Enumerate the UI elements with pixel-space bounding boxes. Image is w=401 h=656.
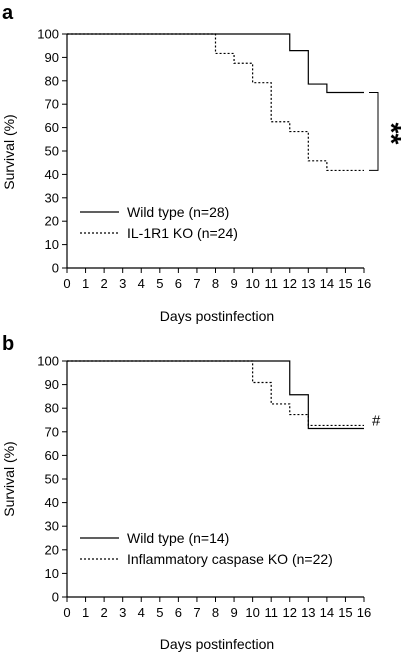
panel-b-x-tick-label: 15 [338,605,352,620]
panel-a-x-tick-label: 14 [320,276,334,291]
panel-b-x-tick-label: 3 [119,605,126,620]
panel-a-y-tick-label: 100 [37,27,59,42]
panel-a-y-tick-label: 60 [45,120,59,135]
panel-b-y-axis-title: Survival (%) [1,441,17,516]
panel-a-legend-label: Wild type (n=28) [127,204,229,220]
panel-b-y-tick-label: 70 [45,424,59,439]
panel-a-x-tick-label: 1 [82,276,89,291]
panel-b-y-tick-label: 40 [45,495,59,510]
panel-a-significance-label: ** [376,123,401,145]
panel-b-x-tick-label: 13 [301,605,315,620]
panel-b-x-tick-label: 7 [193,605,200,620]
panel-a-series-ko-line [67,33,364,172]
panel-b-legend-label: Wild type (n=14) [127,530,229,546]
panel-b-y-tick-label: 60 [45,448,59,463]
panel-a-y-tick-label: 0 [52,261,59,276]
panel-a-x-tick-label: 0 [63,276,70,291]
panel-b-y-tick-label: 100 [37,354,59,369]
panel-b-y-tick-label: 90 [45,377,59,392]
panel-a-x-tick-label: 9 [230,276,237,291]
panel-b-x-tick-label: 8 [212,605,219,620]
panel-a-series-wild-type-line [67,33,364,94]
panel-b-x-tick-label: 1 [82,605,89,620]
panel-b-x-tick-label: 12 [283,605,297,620]
panel-b-y-tick-label: 10 [45,566,59,581]
panel-b-x-tick-label: 16 [357,605,371,620]
panel-b-y-tick-label: 30 [45,519,59,534]
panel-b-letter: b [2,333,14,355]
panel-b-legend-label: Inflammatory caspase KO (n=22) [127,551,333,567]
panel-b-x-tick-label: 2 [101,605,108,620]
panel-a-y-tick-label: 40 [45,167,59,182]
panel-a-x-tick-label: 2 [101,276,108,291]
panel-a-x-tick-label: 15 [338,276,352,291]
panel-a-letter: a [2,2,14,24]
panel-a-x-tick-label: 13 [301,276,315,291]
panel-b-x-tick-label: 4 [138,605,145,620]
panel-a: a Survival (%) Days postinfection 010203… [1,2,401,324]
panel-a-x-tick-label: 4 [138,276,145,291]
panel-b-series-ko-line [67,360,364,427]
panel-a-y-tick-label: 90 [45,50,59,65]
panel-b-annotation-label: # [372,412,381,429]
panel-a-x-tick-label: 16 [357,276,371,291]
panel-a-y-tick-label: 10 [45,237,59,252]
panel-a-legend-label: IL-1R1 KO (n=24) [127,225,238,241]
panel-b-x-tick-label: 9 [230,605,237,620]
panel-a-x-tick-label: 6 [175,276,182,291]
panel-b-y-tick-label: 0 [52,590,59,605]
panel-b-y-tick-label: 80 [45,401,59,416]
panel-b-x-tick-label: 0 [63,605,70,620]
panel-a-y-tick-label: 80 [45,73,59,88]
panel-b: b Survival (%) Days postinfection 010203… [1,333,381,652]
panel-a-y-tick-label: 30 [45,190,59,205]
panel-b-y-tick-label: 20 [45,542,59,557]
panel-a-y-tick-label: 50 [45,144,59,159]
panel-a-x-tick-label: 5 [156,276,163,291]
panel-b-x-tick-label: 6 [175,605,182,620]
panel-b-x-axis-title: Days postinfection [160,636,274,652]
panel-b-x-tick-label: 11 [264,605,278,620]
panel-a-y-tick-label: 70 [45,97,59,112]
panel-b-y-tick-label: 50 [45,472,59,487]
panel-a-x-tick-label: 10 [245,276,259,291]
panel-a-x-axis-title: Days postinfection [160,308,274,324]
panel-a-significance-bracket [369,92,379,171]
panel-a-x-tick-label: 3 [119,276,126,291]
panel-b-x-tick-label: 14 [320,605,334,620]
panel-a-x-tick-label: 12 [283,276,297,291]
panel-a-x-tick-label: 7 [193,276,200,291]
panel-b-x-tick-label: 5 [156,605,163,620]
panel-b-series-wild-type-line [67,360,364,430]
panel-a-y-axis-title: Survival (%) [1,114,17,189]
panel-a-x-tick-label: 11 [264,276,278,291]
panel-a-y-tick-label: 20 [45,214,59,229]
panel-b-x-tick-label: 10 [245,605,259,620]
panel-a-x-tick-label: 8 [212,276,219,291]
